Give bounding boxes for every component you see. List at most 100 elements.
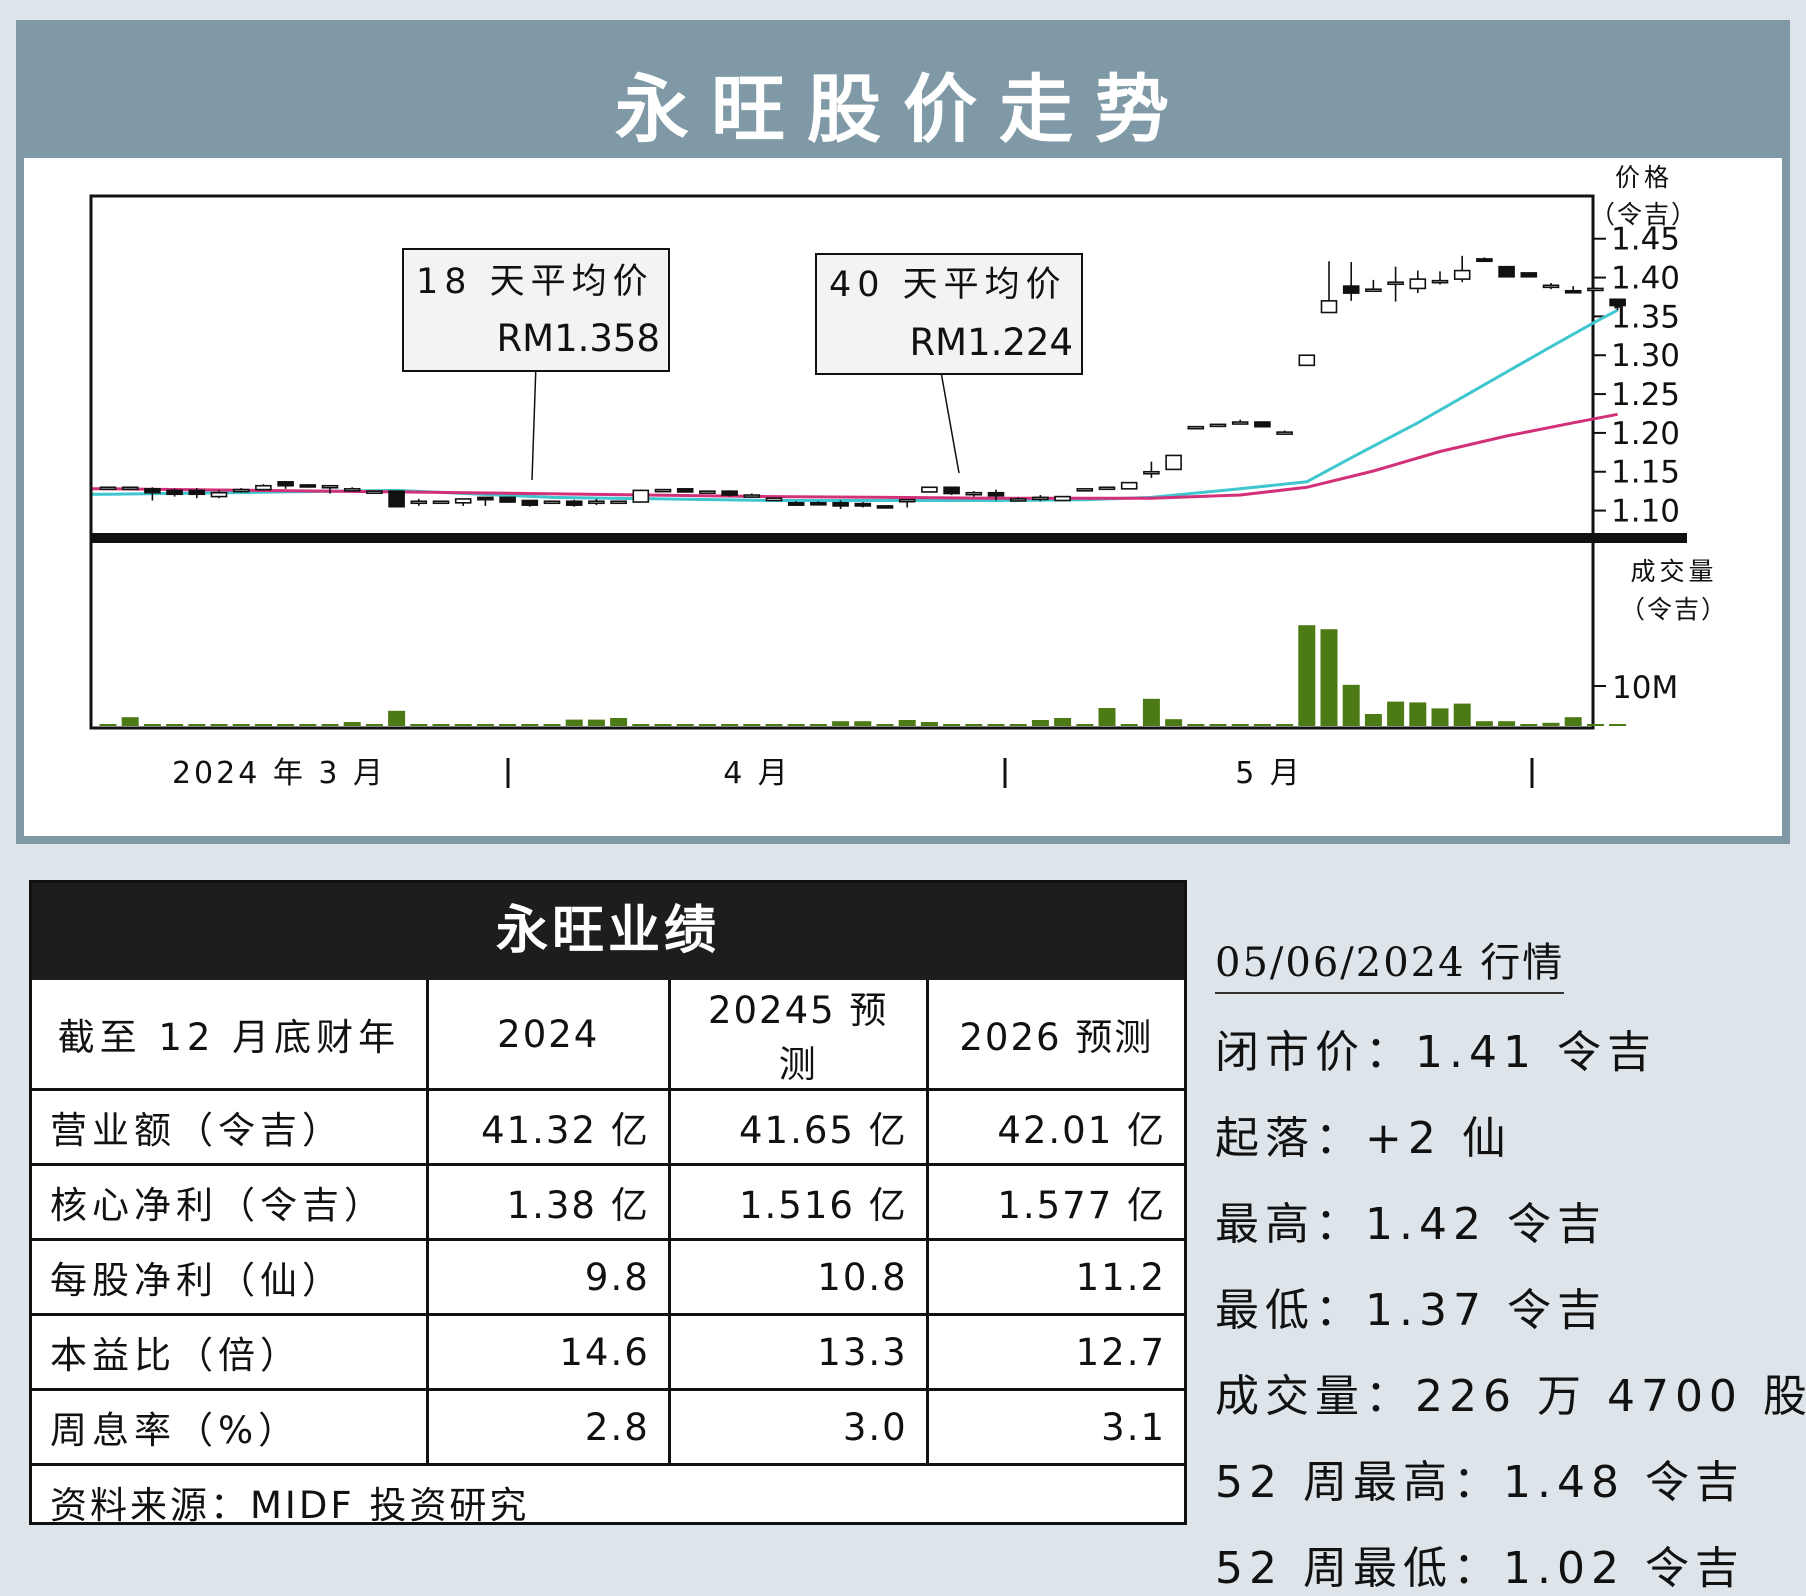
volume-bar [232, 724, 250, 726]
volume-bar [1542, 722, 1560, 726]
header-2024: 2024 [425, 980, 671, 1091]
candle [898, 498, 916, 508]
candle [1120, 481, 1138, 490]
candle [1187, 425, 1205, 430]
volume-plot-frame [89, 536, 1595, 730]
week52-low: 52 周最低：1.02 令吉 [1215, 1543, 1745, 1594]
price-change: 起落：+2 仙 [1215, 1113, 1512, 1164]
candle [388, 490, 405, 508]
ma40-label: 40 天平均价 [829, 265, 1067, 305]
header-2026-forecast: 2026 预测 [925, 980, 1184, 1091]
candle [166, 488, 183, 497]
volume-bar [787, 724, 805, 726]
candle [632, 489, 650, 503]
candle [1165, 454, 1182, 471]
candle [610, 500, 627, 505]
volume-axis-unit: （令吉） [1620, 595, 1728, 624]
volume-bar [321, 724, 339, 726]
price-axis: 1.451.401.351.301.251.201.151.10 [1593, 222, 1680, 530]
volume-bar [1009, 724, 1027, 726]
volume-bar [610, 718, 628, 726]
candle [987, 489, 1005, 501]
chart-area: 1.45 1.40 1.35 1.30 1.25 1.20 1.15 1.10 价格 （令吉）… [24, 158, 1782, 836]
volume-bar [1453, 703, 1471, 726]
volume-bar [143, 724, 161, 726]
candle [1409, 270, 1427, 294]
volume-bar [1187, 724, 1205, 726]
volume-bar [721, 724, 739, 726]
volume-bar [343, 722, 361, 726]
header-2025-forecast: 20245 预测 [667, 980, 929, 1091]
table-cell: 41.65 亿 [667, 1088, 929, 1166]
row-label-core-net-profit: 核心净利（令吉） [32, 1163, 429, 1241]
ma18-value: RM1.358 [496, 317, 660, 360]
table-cell: 42.01 亿 [925, 1088, 1184, 1166]
table-row: 核心净利（令吉） 1.38 亿 1.516 亿 1.577 亿 [32, 1163, 1184, 1241]
candle [1231, 419, 1249, 425]
candle [1476, 257, 1493, 263]
price-tick-label: 1.20 [1611, 416, 1680, 452]
candle [810, 501, 827, 506]
day-high: 最高：1.42 令吉 [1215, 1199, 1607, 1250]
ma40-line [92, 412, 1618, 500]
candle [277, 481, 294, 489]
volume-bar [1564, 717, 1582, 726]
month-label-may: 5 月 [1235, 756, 1303, 791]
candle [699, 490, 716, 494]
volume-bar [521, 724, 539, 726]
candle [1431, 271, 1449, 285]
day-low: 最低：1.37 令吉 [1215, 1285, 1607, 1336]
volume-bar [476, 724, 494, 726]
candle [144, 487, 161, 501]
candle [543, 500, 561, 505]
candle [410, 498, 428, 506]
volume-bar [299, 724, 317, 726]
volume-bar [1054, 718, 1072, 726]
closing-price: 闭市价：1.41 令吉 [1215, 1027, 1657, 1078]
volume-bar [832, 721, 850, 726]
price-axis-unit: （令吉） [1590, 200, 1698, 229]
volume-bar [1409, 702, 1427, 726]
candle [654, 488, 672, 493]
volume-bar [210, 724, 228, 726]
performance-table: 截至 12 月底财年 2024 20245 预测 2026 预测 营业额（令吉）… [32, 980, 1184, 1538]
data-source: 资料来源：MIDF 投资研究 [32, 1463, 1184, 1538]
volume-bar [1120, 724, 1138, 726]
market-date: 05/06/2024 行情 [1215, 930, 1565, 994]
candle [1032, 495, 1049, 502]
candle [454, 498, 472, 506]
table-row: 本益比（倍） 14.6 13.3 12.7 [32, 1313, 1184, 1391]
table-cell: 1.577 亿 [925, 1163, 1184, 1241]
volume-bar [410, 724, 428, 726]
candle [477, 496, 494, 506]
volume-bar [499, 724, 517, 726]
table-cell: 13.3 [667, 1313, 929, 1391]
volume-tick-label: 10M [1612, 670, 1678, 706]
candle [854, 502, 872, 508]
candle [121, 486, 139, 491]
candle [1342, 262, 1360, 301]
volume-bar [1165, 719, 1183, 726]
ma18-label: 18 天平均价 [416, 262, 654, 302]
candle [588, 498, 605, 506]
candle [787, 501, 805, 506]
volume-bar [854, 721, 872, 726]
candle [1387, 266, 1404, 302]
candle [965, 491, 983, 497]
volume-bar [188, 724, 206, 726]
candle [1054, 495, 1071, 502]
volume-bar [743, 724, 761, 726]
volume-bar [943, 724, 961, 726]
volume-bar [166, 724, 184, 726]
table-cell: 1.38 亿 [425, 1163, 671, 1241]
month-label-march: 2024 年 3 月 [172, 756, 386, 791]
candle [343, 487, 361, 492]
volume-bar [1231, 724, 1249, 726]
chart-title: 永旺股价走势 [615, 67, 1191, 153]
volume-bar [587, 719, 605, 726]
candle [1209, 423, 1227, 428]
table-header-row: 截至 12 月底财年 2024 20245 预测 2026 预测 [32, 980, 1184, 1091]
volume-bar [632, 724, 650, 726]
candle [721, 490, 738, 497]
ma18-callout-leader [531, 363, 537, 481]
